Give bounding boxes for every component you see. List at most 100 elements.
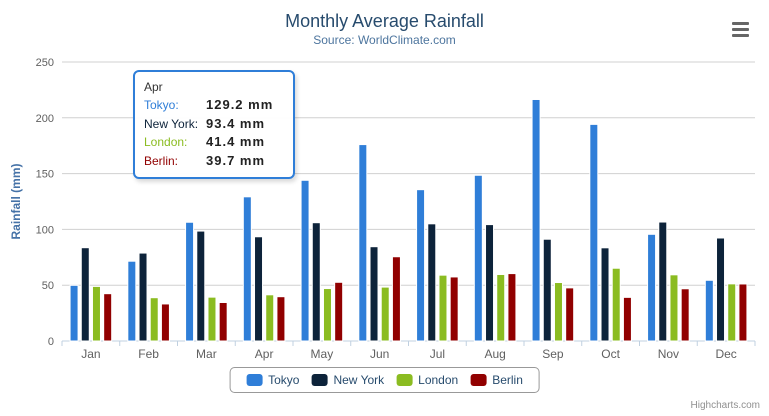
legend-label: New York xyxy=(333,373,385,387)
bar-london-dec[interactable] xyxy=(727,283,737,342)
bar-new-york-nov[interactable] xyxy=(658,221,668,342)
bar-new-york-feb[interactable] xyxy=(138,252,148,342)
bar-london-oct[interactable] xyxy=(611,267,621,342)
bar-berlin-jul[interactable] xyxy=(449,276,459,342)
x-axis-label-mar: Mar xyxy=(196,347,217,361)
legend-item-london[interactable]: London xyxy=(396,373,458,387)
bar-london-feb[interactable] xyxy=(149,297,159,342)
bar-london-nov[interactable] xyxy=(669,274,679,342)
bar-new-york-aug[interactable] xyxy=(485,224,495,342)
bar-london-jan[interactable] xyxy=(91,285,101,342)
y-axis-tick-label: 50 xyxy=(42,280,54,292)
tooltip-series-label: Berlin: xyxy=(144,153,179,168)
chart-subtitle: Source: WorldClimate.com xyxy=(313,33,456,47)
bar-tokyo-apr[interactable] xyxy=(242,196,252,342)
bar-new-york-jul[interactable] xyxy=(427,223,437,342)
legend: Tokyo New York London Berlin xyxy=(229,367,540,393)
tooltip-series-label: New York: xyxy=(144,116,199,131)
x-axis-label-jan: Jan xyxy=(81,347,100,361)
tooltip-series-value: 39.7 mm xyxy=(206,152,266,168)
x-axis-label-jun: Jun xyxy=(370,347,389,361)
bar-berlin-jan[interactable] xyxy=(103,293,113,342)
bar-tokyo-jan[interactable] xyxy=(69,284,79,342)
legend-swatch-icon xyxy=(470,374,487,386)
hamburger-icon-bar xyxy=(732,34,749,37)
bar-new-york-mar[interactable] xyxy=(196,230,206,342)
tooltip-row-tokyo: Tokyo: 129.2 mm xyxy=(144,96,284,115)
legend-item-new-york[interactable]: New York xyxy=(311,373,384,387)
y-axis-tick-label: 200 xyxy=(36,113,54,125)
bar-tokyo-nov[interactable] xyxy=(647,233,657,342)
bar-new-york-jan[interactable] xyxy=(80,247,90,342)
legend-item-berlin[interactable]: Berlin xyxy=(470,373,523,387)
bar-new-york-dec[interactable] xyxy=(716,237,726,342)
bar-berlin-nov[interactable] xyxy=(680,288,690,342)
bar-berlin-aug[interactable] xyxy=(507,273,517,342)
tooltip-rows: Tokyo: 129.2 mm New York: 93.4 mm London: 41.… xyxy=(144,96,284,170)
y-axis-tick-label: 250 xyxy=(36,57,54,69)
tooltip-series-value: 129.2 mm xyxy=(206,97,274,112)
x-axis-label-feb: Feb xyxy=(138,347,159,361)
bar-london-aug[interactable] xyxy=(496,273,506,342)
legend-swatch-icon xyxy=(396,374,413,386)
bar-berlin-jun[interactable] xyxy=(391,256,401,342)
bar-new-york-apr[interactable] xyxy=(254,236,264,342)
bar-berlin-may[interactable] xyxy=(334,281,344,342)
x-axis-label-oct: Oct xyxy=(601,347,620,361)
bar-tokyo-dec[interactable] xyxy=(704,279,714,342)
tooltip-row-berlin: Berlin: 39.7 mm xyxy=(144,152,284,171)
bar-tokyo-aug[interactable] xyxy=(473,174,483,342)
bar-london-mar[interactable] xyxy=(207,296,217,342)
bar-berlin-feb[interactable] xyxy=(160,303,170,342)
bar-berlin-mar[interactable] xyxy=(218,301,228,342)
bar-london-sep[interactable] xyxy=(553,282,563,342)
tooltip-row-new-york: New York: 93.4 mm xyxy=(144,115,284,134)
bar-berlin-apr[interactable] xyxy=(276,296,286,342)
bar-new-york-may[interactable] xyxy=(311,222,321,342)
bar-tokyo-oct[interactable] xyxy=(589,123,599,342)
hamburger-icon-bar xyxy=(732,22,749,25)
x-axis-label-dec: Dec xyxy=(715,347,736,361)
y-axis-tick-label: 150 xyxy=(36,169,54,181)
x-axis-label-apr: Apr xyxy=(255,347,274,361)
bar-berlin-oct[interactable] xyxy=(622,296,632,342)
export-menu-button[interactable] xyxy=(732,21,751,38)
bar-new-york-sep[interactable] xyxy=(542,238,552,342)
tooltip-series-value: 93.4 mm xyxy=(206,115,266,131)
y-axis-tick-label: 0 xyxy=(48,336,54,348)
credits-link[interactable]: Highcharts.com xyxy=(690,400,760,411)
tooltip-series-label: Tokyo: xyxy=(144,98,179,112)
y-axis-tick-label: 100 xyxy=(36,224,54,236)
bar-london-apr[interactable] xyxy=(265,294,275,342)
bar-tokyo-jul[interactable] xyxy=(416,189,426,342)
legend-swatch-icon xyxy=(311,374,328,386)
tooltip-header: Apr xyxy=(144,80,163,94)
tooltip-series-label: London: xyxy=(144,135,188,149)
bar-tokyo-jun[interactable] xyxy=(358,144,368,342)
legend-label: Tokyo xyxy=(268,373,300,387)
legend-label: Berlin xyxy=(492,373,523,387)
bar-tokyo-sep[interactable] xyxy=(531,98,541,342)
bar-tokyo-mar[interactable] xyxy=(185,221,195,342)
x-axis-label-aug: Aug xyxy=(484,347,505,361)
bar-berlin-sep[interactable] xyxy=(565,287,575,342)
legend-swatch-icon xyxy=(246,374,263,386)
x-axis-label-nov: Nov xyxy=(658,347,679,361)
chart-title: Monthly Average Rainfall xyxy=(285,11,484,31)
legend-item-tokyo[interactable]: Tokyo xyxy=(246,373,299,387)
bar-london-may[interactable] xyxy=(322,288,332,342)
tooltip-series-value: 41.4 mm xyxy=(206,134,266,149)
bar-tokyo-feb[interactable] xyxy=(127,260,137,342)
bar-new-york-jun[interactable] xyxy=(369,246,379,342)
tooltip: Apr Tokyo: 129.2 mm New York: 93.4 mm London… xyxy=(133,70,295,179)
y-axis-title: Rainfall (mm) xyxy=(9,163,23,239)
bar-london-jul[interactable] xyxy=(438,274,448,342)
bar-london-jun[interactable] xyxy=(380,286,390,342)
bar-berlin-dec[interactable] xyxy=(738,283,748,342)
x-axis-label-jul: Jul xyxy=(430,347,445,361)
bar-tokyo-may[interactable] xyxy=(300,179,310,342)
tooltip-row-london: London: 41.4 mm xyxy=(144,133,284,152)
bar-new-york-oct[interactable] xyxy=(600,247,610,342)
